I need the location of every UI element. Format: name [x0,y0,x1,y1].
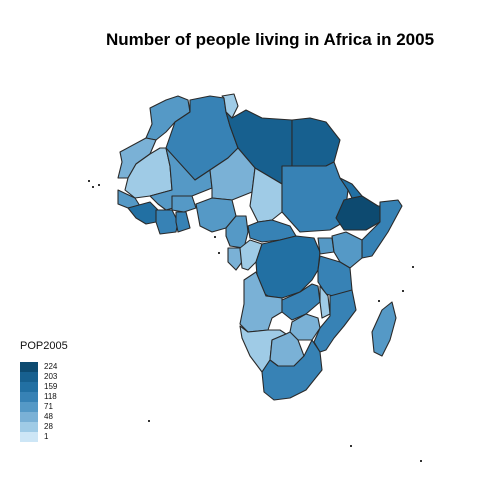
legend-label: 28 [44,422,53,431]
island-speck [420,460,422,462]
country-gabon [227,247,243,271]
legend-swatch [20,422,38,432]
legend-swatch [20,372,38,382]
legend-swatch [20,362,38,372]
island-speck [350,445,352,447]
legend-label: 71 [44,402,53,411]
country-madagascar [371,301,397,357]
legend-label: 118 [44,392,57,401]
country-uganda [317,237,335,255]
island-speck [98,184,100,186]
island-speck [412,266,414,268]
legend-title: POP2005 [20,340,68,352]
country-eritrea [339,177,363,199]
country-egypt [291,117,341,167]
island-speck [92,186,94,188]
map-title: Number of people living in Africa in 200… [105,30,435,49]
country-malawi [319,285,331,319]
legend-swatch [20,392,38,402]
country-cameroon [225,215,249,249]
country-ghana [175,211,191,233]
legend-swatch [20,412,38,422]
legend: POP2005 224 203 159 118 71 48 28 1 [20,340,68,442]
island-speck [402,290,404,292]
country-angola [239,271,283,333]
country-mozambique [313,289,357,353]
legend-label: 203 [44,372,58,381]
country-cote-d-ivoire [155,209,179,235]
legend-label: 224 [44,362,58,371]
island-speck [378,300,380,302]
legend-swatch [20,432,38,442]
country-burkina-faso [171,195,197,213]
island-speck [148,420,150,422]
country-somalia [361,199,403,259]
country-kenya [331,231,363,269]
legend-swatch [20,382,38,392]
legend-label: 48 [44,412,53,421]
island-speck [88,180,90,182]
island-speck [214,236,216,238]
country-south-africa [261,339,323,401]
island-speck [218,252,220,254]
legend-swatch [20,402,38,412]
legend-label: 1 [44,432,49,441]
legend-label: 159 [44,382,58,391]
